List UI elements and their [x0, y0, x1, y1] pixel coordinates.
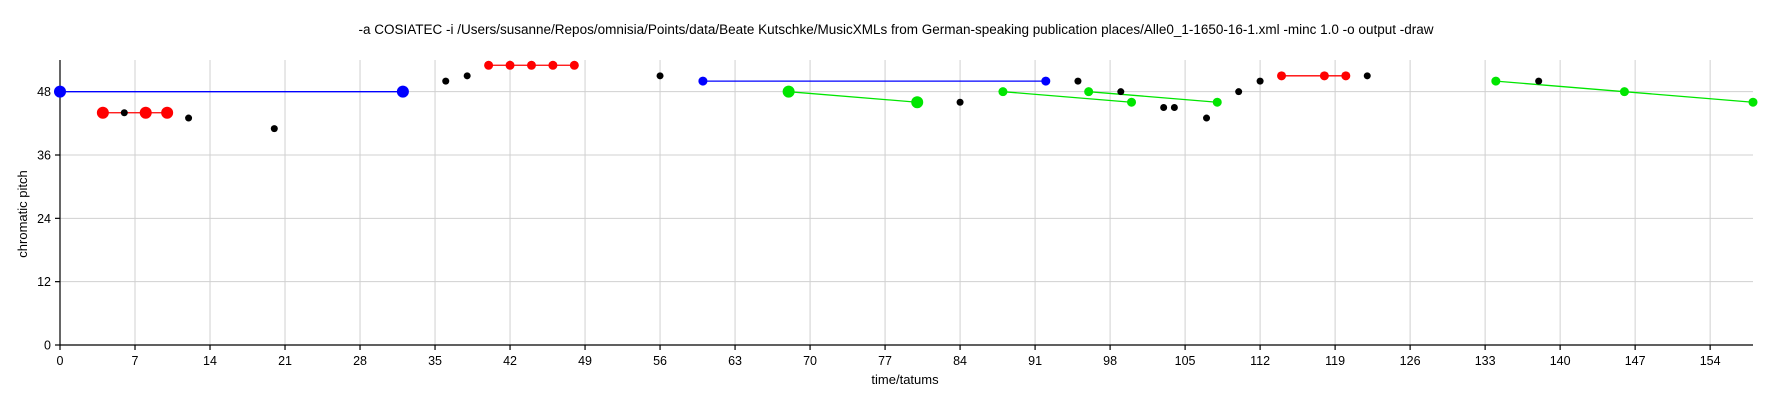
black-note-point	[1117, 88, 1125, 96]
red-pattern-point	[1319, 71, 1329, 81]
red-pattern-point	[1341, 71, 1351, 81]
y-tick-label: 0	[44, 339, 51, 353]
tick-labels: 0 7 14 21 28 35 42 49 56 63 70 77 84 91 98 105 112 119 126…	[37, 85, 1721, 368]
red-pattern-point	[1277, 71, 1287, 81]
black-note-point	[120, 109, 128, 117]
x-axis-label: time/tatums	[871, 372, 939, 387]
blue-pattern-point	[54, 85, 66, 98]
green-pattern-line	[1002, 91, 1132, 103]
x-tick-label: 14	[203, 354, 217, 368]
x-tick-label: 0	[57, 354, 64, 368]
axes	[55, 60, 1753, 350]
black-note-point	[442, 77, 450, 85]
x-tick-label: 42	[503, 354, 517, 368]
x-tick-label: 105	[1175, 354, 1196, 368]
red-pattern-point	[526, 60, 536, 70]
black-note-point	[1535, 77, 1543, 85]
black-note-point	[1203, 114, 1211, 122]
black-note-point	[1235, 88, 1243, 96]
red-pattern-point	[569, 60, 579, 70]
x-tick-label: 98	[1103, 354, 1117, 368]
red-pattern-point	[139, 106, 152, 119]
blue-pattern-point	[396, 85, 409, 98]
black-note-point	[185, 114, 193, 122]
red-pattern-point	[96, 106, 109, 119]
y-axis-label: chromatic pitch	[15, 170, 30, 257]
blue-pattern-point	[698, 76, 708, 86]
y-tick-label: 36	[37, 149, 51, 163]
pattern-series	[54, 60, 1758, 119]
x-tick-label: 70	[803, 354, 817, 368]
x-tick-label: 112	[1250, 354, 1270, 368]
red-pattern-point	[548, 60, 558, 70]
green-pattern-point	[1491, 76, 1501, 86]
x-tick-label: 119	[1325, 354, 1345, 368]
x-tick-label: 28	[353, 354, 367, 368]
x-tick-label: 84	[953, 354, 967, 368]
red-pattern-point	[484, 60, 494, 70]
x-tick-label: 140	[1550, 354, 1571, 368]
red-pattern-point	[505, 60, 515, 70]
green-pattern-line	[788, 91, 918, 103]
black-note-point	[270, 125, 278, 133]
black-note-point	[1170, 104, 1178, 111]
x-tick-label: 49	[578, 354, 592, 368]
green-pattern-line	[1088, 91, 1218, 103]
black-note-point	[656, 72, 664, 80]
x-tick-label: 147	[1625, 354, 1646, 368]
x-tick-label: 154	[1700, 354, 1721, 368]
black-note-point	[1160, 104, 1168, 111]
x-tick-label: 35	[428, 354, 442, 368]
x-tick-label: 91	[1028, 354, 1042, 368]
x-tick-label: 133	[1475, 354, 1496, 368]
black-note-point	[1256, 77, 1264, 85]
green-pattern-point	[782, 85, 795, 98]
x-tick-label: 126	[1400, 354, 1421, 368]
x-tick-label: 21	[278, 354, 292, 368]
x-tick-label: 63	[728, 354, 742, 368]
y-tick-label: 48	[37, 85, 51, 99]
grid	[59, 60, 1753, 346]
black-note-point	[463, 72, 471, 80]
y-tick-label: 12	[37, 275, 51, 289]
black-note-point	[1074, 77, 1082, 85]
y-tick-label: 24	[37, 212, 51, 226]
green-pattern-point	[998, 87, 1008, 97]
black-note-point	[1363, 72, 1371, 80]
note-points	[120, 72, 1543, 133]
red-pattern-point	[161, 106, 174, 119]
green-pattern-point	[911, 96, 924, 109]
blue-pattern-point	[1041, 76, 1051, 86]
green-pattern-point	[1084, 87, 1094, 97]
x-tick-label: 7	[132, 354, 139, 368]
green-pattern-point	[1619, 87, 1629, 97]
green-pattern-point	[1748, 97, 1758, 107]
green-pattern-point	[1212, 97, 1222, 107]
green-pattern-point	[1127, 97, 1137, 107]
x-tick-label: 77	[878, 354, 892, 368]
x-tick-label: 56	[653, 354, 667, 368]
chart-title: -a COSIATEC -i /Users/susanne/Repos/omni…	[359, 22, 1434, 37]
black-note-point	[956, 98, 964, 106]
